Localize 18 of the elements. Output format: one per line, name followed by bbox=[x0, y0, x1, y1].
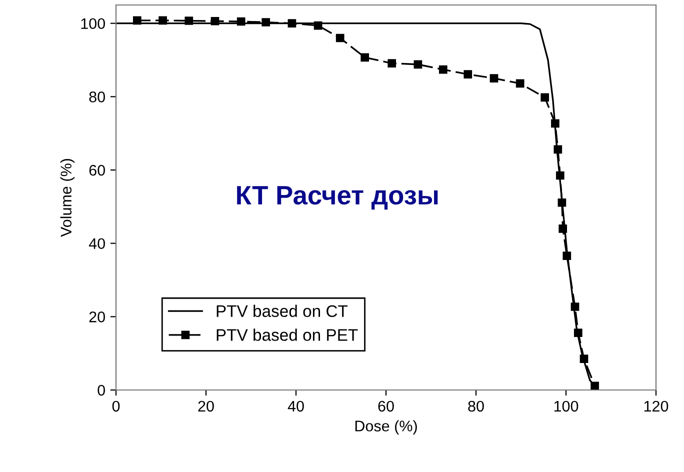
legend-label: PTV based on CT bbox=[216, 304, 348, 318]
y-tick-label: 60 bbox=[89, 164, 105, 176]
y-tick-label: 80 bbox=[89, 92, 105, 102]
y-tick-label: 100 bbox=[81, 18, 105, 30]
x-tick-label: 0 bbox=[112, 400, 120, 412]
x-tick-label: 40 bbox=[288, 400, 304, 412]
y-axis-title: Volume (%) bbox=[60, 158, 75, 237]
x-tick-label: 120 bbox=[644, 400, 668, 412]
y-tick-label: 0 bbox=[98, 384, 105, 396]
x-tick-label: 20 bbox=[198, 400, 214, 412]
x-axis-title: Dose (%) bbox=[355, 420, 417, 434]
y-tick-label: 20 bbox=[89, 312, 105, 322]
legend-label: PTV based on PET bbox=[216, 328, 358, 341]
x-tick-label: 80 bbox=[468, 400, 484, 412]
annotation: КТ Расчет дозы bbox=[237, 186, 438, 210]
y-tick-label: 40 bbox=[88, 238, 105, 250]
x-tick-label: 100 bbox=[554, 400, 578, 412]
x-tick-label: 60 bbox=[378, 400, 394, 412]
